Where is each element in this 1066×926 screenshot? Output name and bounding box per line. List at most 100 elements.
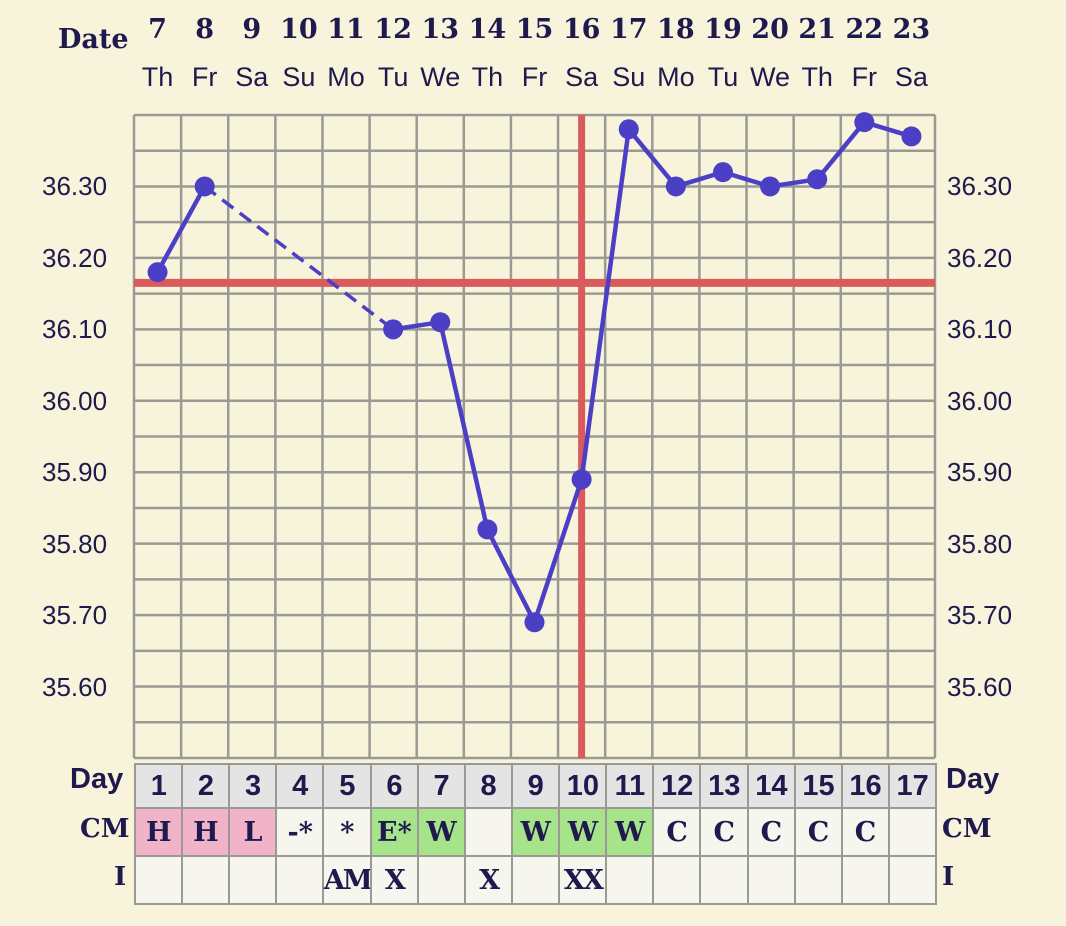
cm-cell: C xyxy=(699,807,750,857)
date-label: 12 xyxy=(374,14,412,45)
i-row-label-right: I xyxy=(942,862,955,892)
weekday-label: Th xyxy=(471,62,504,92)
weekday-label: Mo xyxy=(657,62,695,92)
cm-cell xyxy=(887,807,938,857)
weekday-label: Tu xyxy=(707,62,739,92)
day-cell: 6 xyxy=(369,763,420,809)
cm-row-label-right: CM xyxy=(942,814,992,844)
date-label: 13 xyxy=(421,14,460,45)
cm-cell: W xyxy=(510,807,561,857)
date-label: 23 xyxy=(892,14,931,45)
y-tick-label-right: 36.00 xyxy=(947,385,1013,416)
intercourse-cell: AM xyxy=(322,855,373,905)
y-tick-label-right: 35.60 xyxy=(947,671,1013,702)
i-row-label: I xyxy=(114,862,127,892)
day-cell: 10 xyxy=(558,763,608,809)
data-point xyxy=(854,112,875,133)
y-tick-label-right: 36.30 xyxy=(947,171,1013,202)
date-label: 19 xyxy=(704,14,742,45)
y-tick-label-right: 35.70 xyxy=(947,600,1013,631)
intercourse-cell xyxy=(134,855,184,905)
intercourse-cell xyxy=(416,855,467,905)
weekday-label: Su xyxy=(282,62,316,92)
intercourse-cell: X xyxy=(463,855,514,905)
intercourse-cell xyxy=(793,855,844,905)
weekday-label: We xyxy=(750,62,791,92)
weekday-label: Th xyxy=(141,62,174,92)
intercourse-cell xyxy=(275,855,325,905)
day-cell: 5 xyxy=(322,763,373,809)
cm-cell: C xyxy=(840,807,891,857)
day-cell: 17 xyxy=(887,763,938,809)
date-label: 15 xyxy=(515,14,554,45)
cm-cell: W xyxy=(558,807,608,857)
date-label: 9 xyxy=(242,14,262,45)
cm-cell: W xyxy=(416,807,467,857)
data-point xyxy=(665,176,686,197)
day-cell: 8 xyxy=(463,763,514,809)
day-cell: 16 xyxy=(840,763,891,809)
series-gap-line xyxy=(203,185,395,331)
cm-cell: C xyxy=(746,807,797,857)
date-header-label: Date xyxy=(58,24,129,55)
y-tick-label-left: 35.80 xyxy=(42,528,108,559)
day-cell: 2 xyxy=(181,763,231,809)
date-label: 22 xyxy=(845,14,884,45)
series-line xyxy=(485,528,537,624)
data-point xyxy=(618,119,639,140)
cm-cell xyxy=(463,807,514,857)
series-line xyxy=(626,127,678,188)
intercourse-cell xyxy=(652,855,702,905)
intercourse-cell xyxy=(228,855,278,905)
cm-cell: H xyxy=(134,807,184,857)
weekday-label: We xyxy=(420,62,461,92)
data-point xyxy=(901,126,922,147)
date-label: 20 xyxy=(751,14,789,45)
series-line xyxy=(532,478,584,623)
series-line xyxy=(579,128,631,480)
data-point xyxy=(524,612,545,633)
day-row-label: Day xyxy=(70,763,124,795)
date-label: 11 xyxy=(327,14,365,45)
data-point xyxy=(807,169,828,190)
date-label: 14 xyxy=(468,14,507,45)
cm-cell: E* xyxy=(369,807,420,857)
date-label: 8 xyxy=(195,14,215,45)
y-tick-label-left: 35.60 xyxy=(42,671,108,702)
cm-row-label: CM xyxy=(80,814,130,844)
cm-cell: C xyxy=(652,807,702,857)
day-cell: 11 xyxy=(605,763,655,809)
series-line xyxy=(815,120,867,181)
data-point xyxy=(194,176,215,197)
day-cell: 14 xyxy=(746,763,797,809)
y-tick-label-right: 35.90 xyxy=(947,457,1013,488)
data-point xyxy=(477,519,498,540)
intercourse-cell: XX xyxy=(558,855,608,905)
weekday-label: Sa xyxy=(235,62,269,92)
weekday-label: Fr xyxy=(521,62,548,92)
intercourse-cell xyxy=(605,855,655,905)
intercourse-cell xyxy=(840,855,891,905)
day-row-label-right: Day xyxy=(946,763,1000,795)
cm-cell: C xyxy=(793,807,844,857)
data-point xyxy=(147,262,168,283)
day-cell: 15 xyxy=(793,763,844,809)
date-label: 10 xyxy=(280,14,318,45)
y-tick-label-left: 36.00 xyxy=(42,385,108,416)
data-point xyxy=(430,312,451,333)
cm-cell: L xyxy=(228,807,278,857)
weekday-label: Fr xyxy=(851,62,878,92)
weekday-label: Sa xyxy=(894,62,928,92)
intercourse-cell xyxy=(181,855,231,905)
y-tick-label-left: 36.20 xyxy=(42,242,108,273)
y-tick-label-right: 36.20 xyxy=(947,242,1013,273)
y-tick-label-left: 36.10 xyxy=(42,314,108,345)
intercourse-cell: X xyxy=(369,855,420,905)
date-label: 18 xyxy=(657,14,695,45)
weekday-label: Mo xyxy=(327,62,365,92)
data-point xyxy=(712,162,733,183)
y-tick-label-left: 35.70 xyxy=(42,600,108,631)
intercourse-cell xyxy=(699,855,750,905)
series-line xyxy=(438,321,490,530)
